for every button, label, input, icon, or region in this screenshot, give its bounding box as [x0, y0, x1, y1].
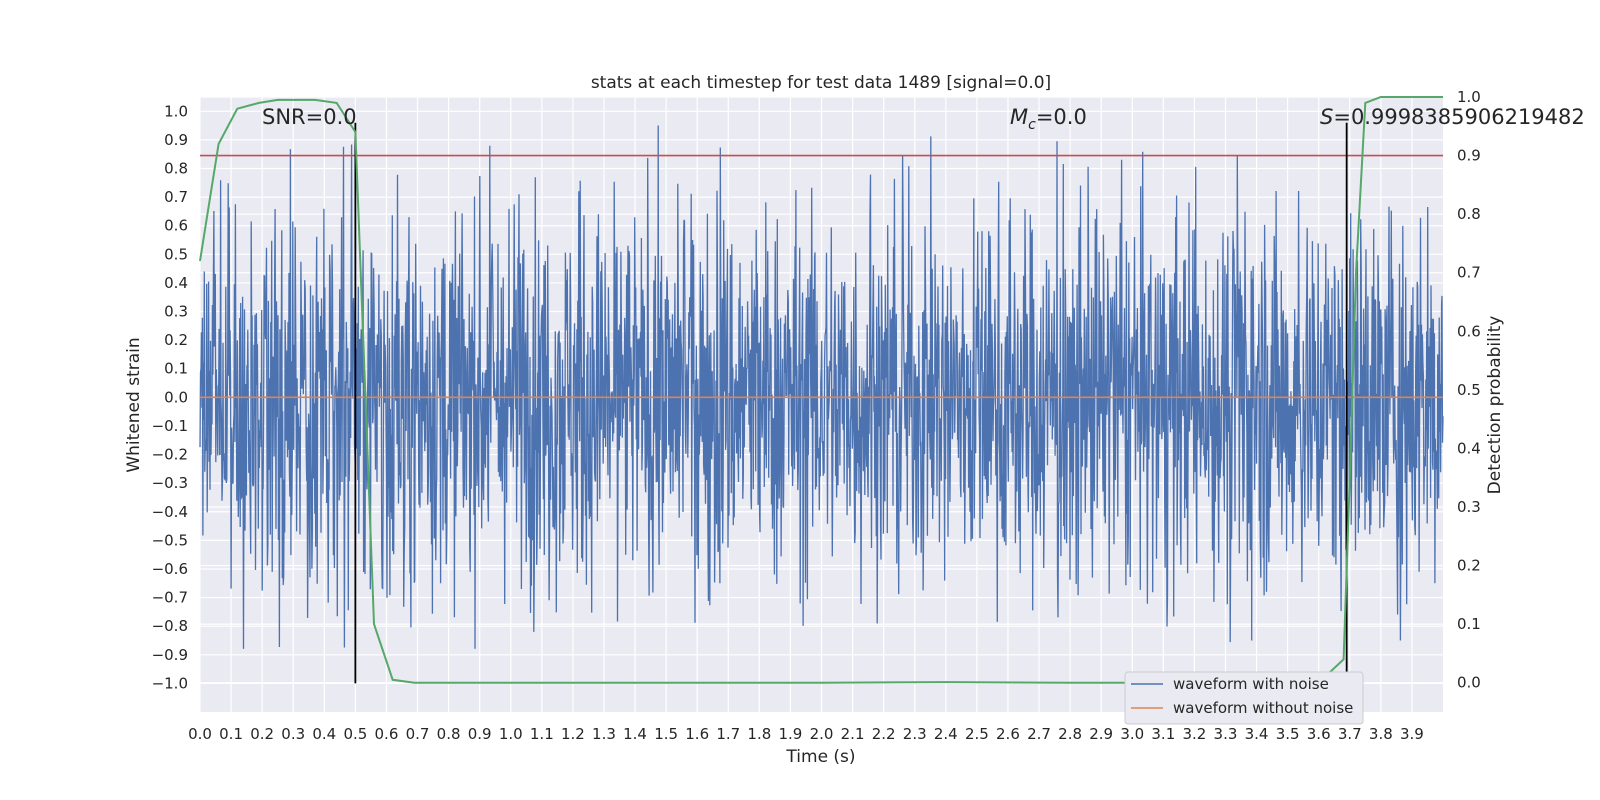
x-tick-label: 3.2 [1182, 725, 1206, 743]
y-tick-label: 0.2 [164, 331, 188, 349]
x-tick-label: 2.4 [934, 725, 958, 743]
y-tick-label: 1.0 [164, 102, 188, 120]
y-tick-label: 0.7 [164, 188, 188, 206]
y2-tick-label: 0.1 [1457, 615, 1481, 633]
x-tick-label: 1.0 [499, 725, 523, 743]
y-tick-label: −1.0 [152, 674, 188, 692]
x-tick-label: 2.0 [810, 725, 834, 743]
x-tick-label: 1.7 [716, 725, 740, 743]
snr-annotation: SNR=0.0 [262, 105, 357, 129]
x-tick-label: 0.0 [188, 725, 212, 743]
x-tick-label: 0.5 [343, 725, 367, 743]
x-tick-label: 3.1 [1151, 725, 1175, 743]
x-tick-label: 1.6 [685, 725, 709, 743]
x-tick-label: 0.6 [375, 725, 399, 743]
x-tick-label: 3.5 [1276, 725, 1300, 743]
y2-tick-label: 0.6 [1457, 322, 1481, 340]
x-tick-label: 2.5 [965, 725, 989, 743]
noise-trace [199, 125, 1444, 649]
x-tick-label: 1.1 [530, 725, 554, 743]
y-tick-label: −0.4 [152, 503, 188, 521]
x-tick-label: 2.6 [996, 725, 1020, 743]
x-tick-label: 1.4 [623, 725, 647, 743]
y-tick-label: −0.1 [152, 417, 188, 435]
x-tick-label: 1.2 [561, 725, 585, 743]
y-tick-labels: 1.0 0.9 0.8 0.7 0.6 0.5 0.4 0.3 0.2 0.1 0.0 −0.1 −0.… [152, 102, 188, 692]
chart-title: stats at each timestep for test data 148… [591, 73, 1051, 93]
x-tick-label: 1.5 [654, 725, 678, 743]
x-tick-label: 1.8 [747, 725, 771, 743]
mc-symbol: M [1010, 105, 1028, 129]
x-tick-label: 0.9 [468, 725, 492, 743]
x-tick-label: 3.9 [1400, 725, 1424, 743]
x-tick-label: 0.7 [406, 725, 430, 743]
y2-tick-labels: 1.0 0.9 0.8 0.7 0.6 0.5 0.4 0.3 0.2 0.1 0.0 [1457, 88, 1481, 692]
legend-box [1124, 671, 1364, 725]
y-axis-label: Whitened strain [124, 337, 144, 472]
x-tick-labels: 0.0 0.1 0.2 0.3 0.4 0.5 0.6 0.7 0.8 0.9 1.0 1.1 1.2 1… [188, 725, 1424, 743]
y2-axis-label: Detection probability [1485, 316, 1505, 495]
y2-tick-label: 0.7 [1457, 264, 1481, 282]
y-tick-label: 0.9 [164, 131, 188, 149]
s-annotation: S=0.9998385906219482 [1320, 105, 1585, 129]
x-tick-label: 0.2 [250, 725, 274, 743]
legend-label-clean: waveform without noise [1173, 699, 1353, 717]
s-symbol: S [1320, 105, 1333, 129]
series-waveform-with-noise [199, 125, 1444, 649]
x-tick-label: 2.9 [1089, 725, 1113, 743]
y-tick-label: −0.2 [152, 446, 188, 464]
x-tick-label: 3.7 [1338, 725, 1362, 743]
y2-tick-label: 0.0 [1457, 674, 1481, 692]
y2-tick-label: 0.9 [1457, 147, 1481, 165]
x-tick-label: 2.8 [1058, 725, 1082, 743]
y2-tick-label: 0.8 [1457, 205, 1481, 223]
y-tick-label: −0.8 [152, 617, 188, 635]
y2-tick-label: 0.3 [1457, 498, 1481, 516]
x-tick-label: 2.7 [1027, 725, 1051, 743]
legend-label-noise: waveform with noise [1173, 675, 1329, 693]
x-tick-label: 3.0 [1120, 725, 1144, 743]
y-tick-label: 0.3 [164, 303, 188, 321]
x-tick-label: 2.1 [841, 725, 865, 743]
legend: waveform with noise waveform without noi… [1124, 671, 1364, 725]
y-tick-label: 0.1 [164, 360, 188, 378]
y-tick-label: 0.5 [164, 245, 188, 263]
mc-value: =0.0 [1036, 105, 1087, 129]
y-tick-label: 0.0 [164, 388, 188, 406]
y2-tick-label: 1.0 [1457, 88, 1481, 106]
x-tick-label: 3.8 [1369, 725, 1393, 743]
y2-tick-label: 0.2 [1457, 557, 1481, 575]
series-detection-probability [199, 96, 1443, 684]
x-tick-label: 2.2 [872, 725, 896, 743]
x-axis-label: Time (s) [785, 747, 855, 767]
y-tick-label: −0.9 [152, 646, 188, 664]
s-value: =0.9998385906219482 [1333, 105, 1584, 129]
x-tick-label: 0.1 [219, 725, 243, 743]
x-tick-label: 2.3 [903, 725, 927, 743]
y-tick-label: 0.6 [164, 217, 188, 235]
mc-subscript: c [1028, 117, 1036, 133]
x-tick-label: 0.8 [437, 725, 461, 743]
x-tick-label: 1.9 [778, 725, 802, 743]
y2-tick-label: 0.5 [1457, 381, 1481, 399]
y-tick-label: −0.3 [152, 474, 188, 492]
y-tick-label: −0.5 [152, 531, 188, 549]
x-tick-label: 0.3 [281, 725, 305, 743]
x-tick-label: 3.3 [1214, 725, 1238, 743]
y-tick-label: 0.8 [164, 160, 188, 178]
x-tick-label: 3.6 [1307, 725, 1331, 743]
y-tick-label: −0.6 [152, 560, 188, 578]
x-tick-label: 1.3 [592, 725, 616, 743]
y2-tick-label: 0.4 [1457, 439, 1481, 457]
y-tick-label: 0.4 [164, 274, 188, 292]
y-tick-label: −0.7 [152, 589, 188, 607]
x-tick-label: 3.4 [1245, 725, 1269, 743]
x-tick-label: 0.4 [312, 725, 336, 743]
mc-annotation: Mc=0.0 [1010, 105, 1087, 133]
